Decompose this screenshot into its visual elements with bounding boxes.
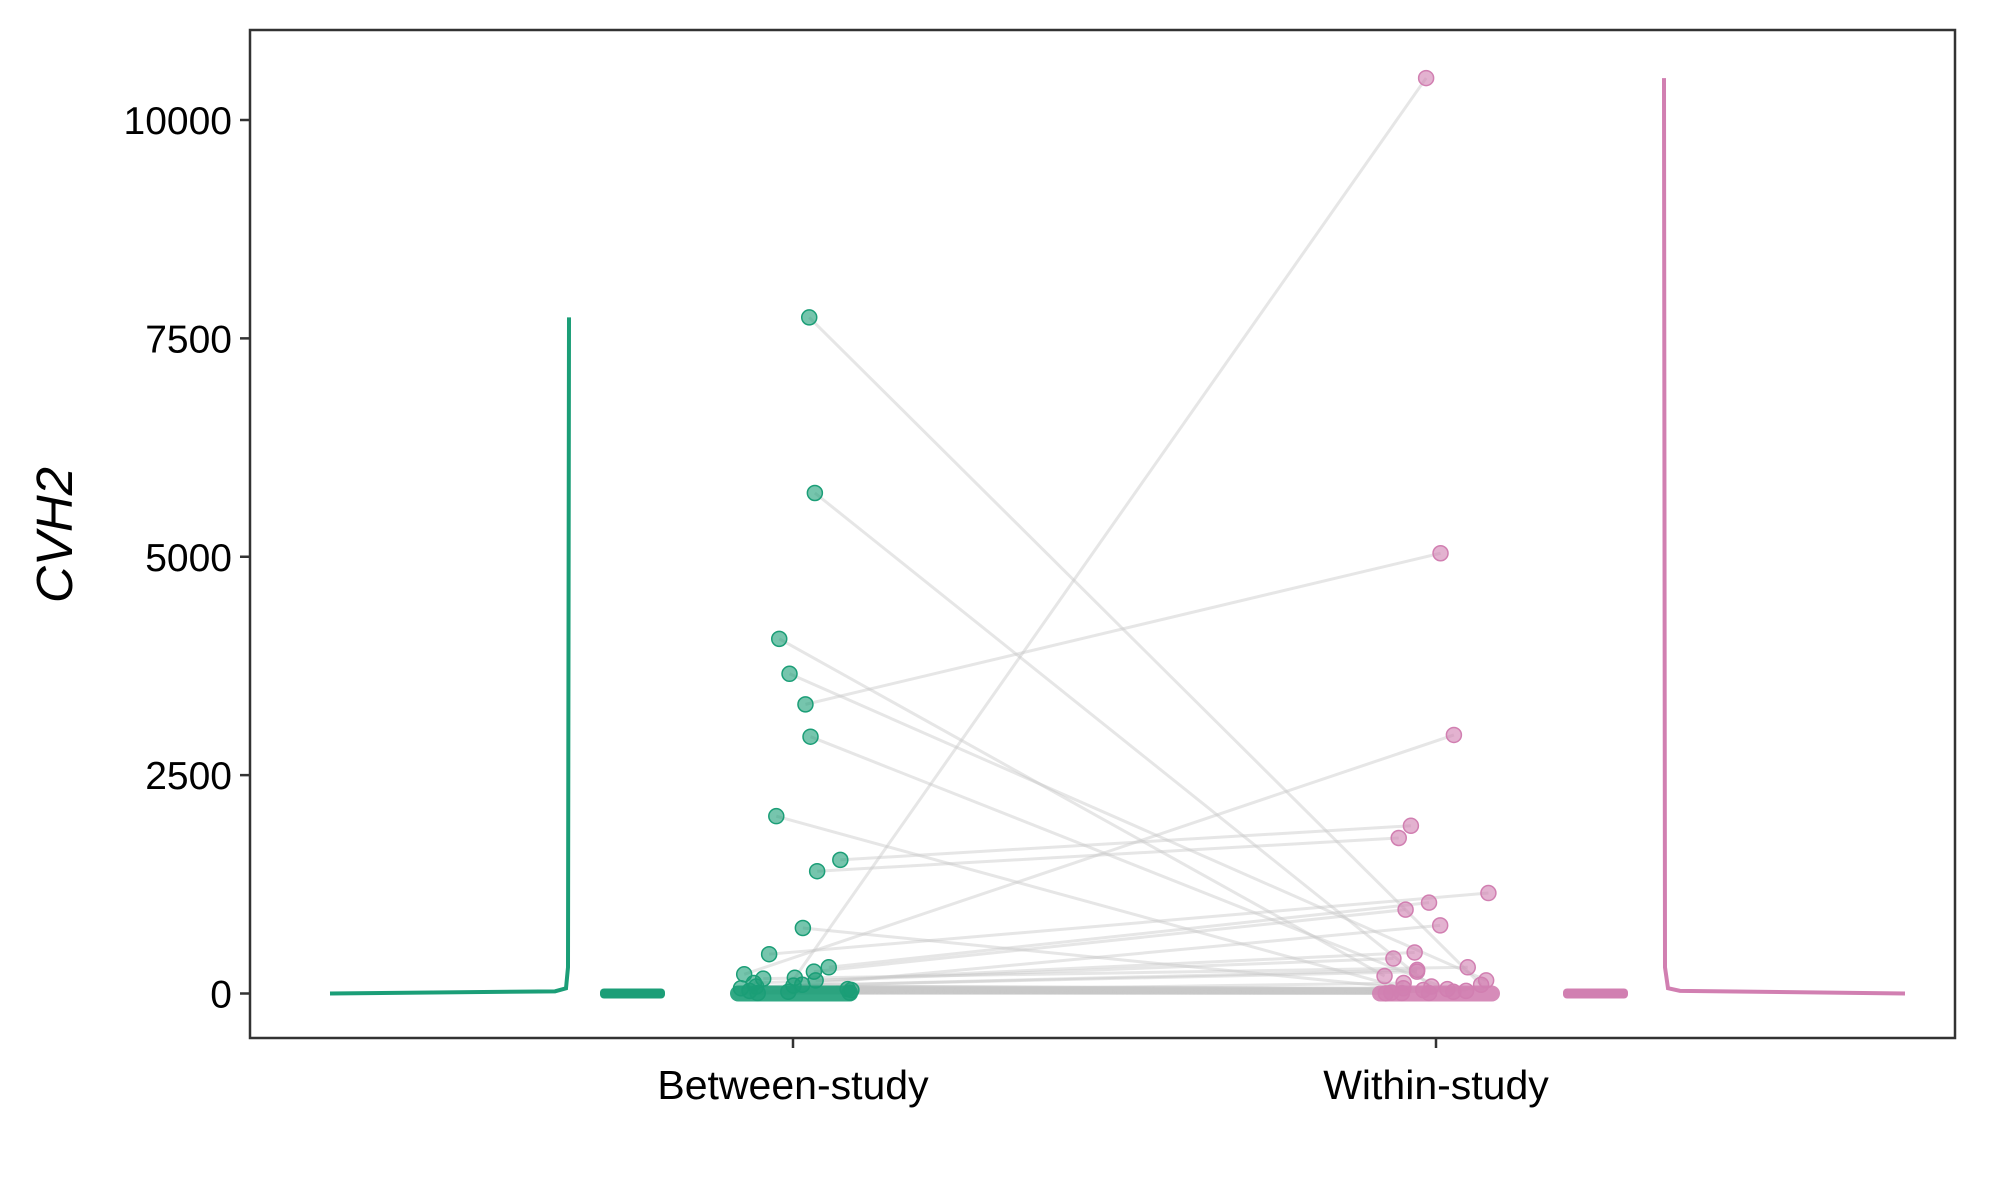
between-density-curve: [329, 317, 571, 996]
within-study-point: [1459, 959, 1476, 976]
plot-panel: [248, 28, 1957, 1040]
connector-line: [788, 672, 1487, 982]
within-study-point: [1420, 984, 1438, 1002]
within-study-point: [1377, 985, 1395, 1002]
y-tick-label: 0: [210, 974, 232, 1017]
within-study-point: [1390, 829, 1407, 847]
within-study-point: [1376, 967, 1393, 985]
axes: 0 2500 5000 7500 10000 Between-study Within-st…: [124, 100, 1550, 1108]
within-study-point: [1472, 976, 1490, 994]
connector-line: [840, 824, 1411, 862]
between-study-point: [841, 984, 858, 1001]
between-study-point: [794, 919, 812, 937]
connector-line: [802, 923, 1441, 987]
x-category-label: Between-study: [657, 1062, 929, 1108]
between-study-point: [780, 983, 797, 1001]
within-boxplot: [1563, 988, 1628, 999]
density-curves: [329, 78, 1906, 1002]
within-study-point: [1431, 917, 1449, 934]
within-study-point: [1417, 69, 1435, 87]
within-study-point: [1402, 817, 1420, 835]
connector-lines: [739, 77, 1489, 995]
connector-line: [828, 901, 1430, 969]
between-study-point: [820, 959, 838, 976]
connector-line: [817, 836, 1399, 873]
within-study-point: [1393, 984, 1411, 1002]
connector-line: [802, 926, 1424, 992]
between-study-point: [781, 665, 798, 683]
within-study-point: [1385, 950, 1402, 967]
between-study-point: [770, 630, 788, 648]
between-study-point: [808, 862, 826, 880]
data-points: [732, 69, 1497, 1002]
connector-line: [763, 965, 1468, 981]
within-study-point: [1480, 884, 1497, 902]
y-tick-label: 10000: [124, 100, 232, 143]
connector-line: [809, 735, 1448, 991]
between-study-point: [768, 807, 785, 825]
within-density-curve: [1662, 78, 1906, 996]
within-study-point: [1445, 983, 1462, 1001]
connector-line: [778, 637, 1386, 978]
connector-line: [753, 957, 1394, 985]
y-tick-label: 2500: [145, 755, 232, 798]
x-category-label: Within-study: [1323, 1062, 1549, 1108]
between-study-point: [749, 984, 766, 1002]
connector-line: [775, 814, 1404, 990]
connector-line: [813, 908, 1406, 974]
connector-line: [769, 891, 1489, 956]
connector-line: [793, 968, 1418, 988]
within-study-point: [1420, 894, 1438, 911]
between-study-point: [832, 851, 849, 869]
between-study-point: [797, 696, 814, 713]
within-study-point: [1445, 726, 1463, 744]
between-study-point: [760, 945, 778, 963]
connector-line: [756, 970, 1418, 989]
within-study-point: [1406, 944, 1423, 961]
between-study-point: [802, 728, 819, 745]
y-tick-label: 5000: [145, 537, 232, 580]
y-tick-label: 7500: [145, 318, 232, 361]
connector-line: [813, 491, 1433, 988]
connector-line: [805, 551, 1441, 706]
between-study-point: [800, 309, 818, 326]
connector-line: [808, 316, 1483, 986]
within-study-point: [1432, 545, 1449, 562]
y-axis-title: CVH2: [26, 467, 83, 603]
connector-line: [815, 950, 1415, 982]
within-study-point: [1397, 901, 1414, 918]
between-boxplot: [600, 988, 665, 999]
within-study-point: [1408, 963, 1426, 980]
between-study-point: [806, 484, 824, 502]
connector-line: [743, 733, 1455, 976]
connector-line: [793, 77, 1428, 979]
